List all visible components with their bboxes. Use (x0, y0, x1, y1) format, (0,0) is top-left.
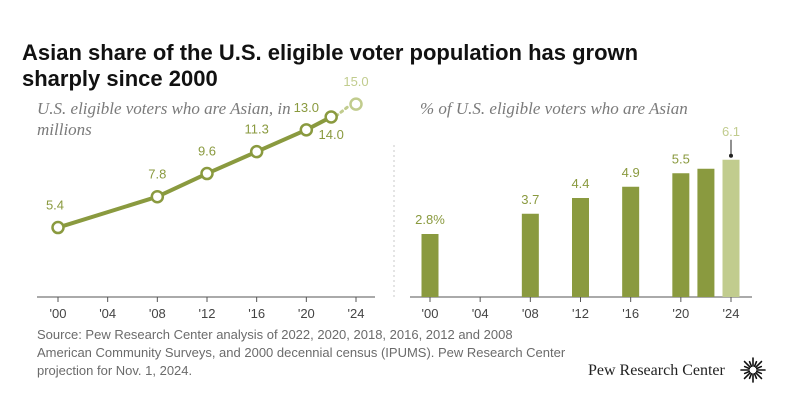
bar (572, 198, 589, 297)
data-point (150, 189, 165, 204)
logo-ray (743, 360, 751, 368)
data-point (249, 144, 264, 159)
x-tick-label: '00 (50, 306, 67, 321)
x-tick-label: '16 (622, 306, 639, 321)
logo-ray (755, 365, 763, 370)
logo-ray (755, 372, 763, 380)
bar (672, 173, 690, 297)
x-tick-label: '24 (348, 306, 365, 321)
x-tick-label: '16 (248, 306, 265, 321)
logo-ray (743, 370, 751, 375)
x-tick-label: '20 (298, 306, 315, 321)
series-line-projection (334, 103, 352, 118)
data-label: 9.6 (198, 144, 216, 159)
annotation-dot (729, 153, 733, 158)
logo-ray (755, 360, 763, 368)
data-point (324, 110, 338, 124)
logo-ray (755, 370, 763, 375)
bar-label: 4.4 (571, 176, 589, 191)
x-tick-label: '12 (572, 306, 589, 321)
bar-projection (722, 159, 740, 297)
data-label: 5.4 (46, 198, 64, 213)
x-tick-label: '00 (422, 306, 439, 321)
bar-chart-subtitle: % of U.S. eligible voters who are Asian (420, 99, 688, 118)
pew-logo-icon (740, 357, 766, 383)
x-tick-label: '08 (522, 306, 539, 321)
data-label: 7.8 (148, 167, 166, 182)
line-chart-subtitle: U.S. eligible voters who are Asian, in m… (37, 99, 291, 139)
bar-label: 2.8% (415, 212, 445, 227)
logo-ray (753, 360, 758, 368)
data-label: 11.3 (244, 122, 268, 137)
series-line-actual (57, 115, 333, 230)
bar-label: 3.7 (521, 192, 539, 207)
data-label: 13.0 (294, 100, 319, 115)
x-tick-label: '04 (472, 306, 489, 321)
bar (521, 213, 539, 297)
bar (421, 234, 439, 297)
data-label: 15.0 (343, 74, 368, 89)
brand-name: Pew Research Center (588, 362, 725, 379)
bar-label: 4.9 (622, 165, 640, 180)
bar-label: 6.1 (722, 124, 740, 139)
logo-ray (743, 365, 751, 370)
data-point (299, 123, 314, 137)
x-tick-label: '20 (672, 306, 689, 321)
source-note: Source: Pew Research Center analysis of … (37, 327, 566, 378)
data-point (51, 220, 65, 235)
bar-label: 5.5 (672, 151, 690, 166)
bar (697, 168, 715, 297)
x-tick-label: '04 (99, 306, 116, 321)
logo-ray (753, 372, 758, 380)
x-tick-label: '12 (199, 306, 216, 321)
x-tick-label: '08 (149, 306, 166, 321)
x-tick-label: '24 (723, 306, 740, 321)
logo-ray (748, 372, 753, 380)
data-point (200, 166, 214, 181)
data-label: 14.0 (319, 127, 344, 142)
bar (622, 186, 640, 297)
chart-title: Asian share of the U.S. eligible voter p… (22, 40, 639, 91)
logo-ray (748, 360, 753, 368)
data-point-projection (349, 97, 363, 111)
logo-ray (743, 372, 751, 380)
